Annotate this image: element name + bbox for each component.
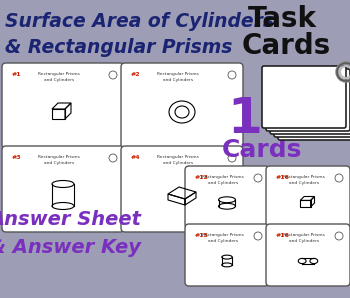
FancyBboxPatch shape <box>2 63 124 149</box>
Text: and Cylinders: and Cylinders <box>44 78 74 82</box>
Circle shape <box>254 174 262 182</box>
FancyBboxPatch shape <box>185 224 269 286</box>
FancyBboxPatch shape <box>278 78 350 140</box>
Text: #4: #4 <box>131 155 141 160</box>
Text: Surface Area of Cylinders: Surface Area of Cylinders <box>5 12 274 31</box>
Text: #16: #16 <box>276 175 290 180</box>
FancyBboxPatch shape <box>121 146 243 232</box>
Text: Rectangular Prisms: Rectangular Prisms <box>157 72 199 76</box>
FancyBboxPatch shape <box>2 146 124 232</box>
Text: and Cylinders: and Cylinders <box>208 239 238 243</box>
Text: Cards: Cards <box>242 32 331 60</box>
Text: #1: #1 <box>12 72 22 77</box>
Text: Answer Sheet: Answer Sheet <box>0 210 141 229</box>
Text: & Rectangular Prisms: & Rectangular Prisms <box>5 38 232 57</box>
FancyBboxPatch shape <box>262 66 346 128</box>
Text: and Cylinders: and Cylinders <box>289 181 319 185</box>
Circle shape <box>335 232 343 240</box>
Text: #13: #13 <box>195 175 209 180</box>
FancyBboxPatch shape <box>266 166 350 228</box>
FancyBboxPatch shape <box>274 75 350 137</box>
Text: and Cylinders: and Cylinders <box>163 78 193 82</box>
Text: Task: Task <box>248 5 317 33</box>
Text: Cards: Cards <box>222 138 302 162</box>
Text: #3: #3 <box>12 155 22 160</box>
Circle shape <box>109 71 117 79</box>
Circle shape <box>228 71 236 79</box>
Text: Rectangular Prisms: Rectangular Prisms <box>38 155 80 159</box>
FancyBboxPatch shape <box>266 69 350 131</box>
Circle shape <box>228 154 236 162</box>
Text: Rectangular Prisms: Rectangular Prisms <box>38 72 80 76</box>
Text: #2: #2 <box>131 72 141 77</box>
Text: 16: 16 <box>227 95 297 143</box>
Text: #15: #15 <box>195 233 209 238</box>
Text: & Answer Key: & Answer Key <box>0 238 141 257</box>
Text: #16: #16 <box>276 233 290 238</box>
Circle shape <box>254 232 262 240</box>
Text: Rectangular Prisms: Rectangular Prisms <box>283 233 325 237</box>
Circle shape <box>335 174 343 182</box>
FancyBboxPatch shape <box>266 224 350 286</box>
Text: Rectangular Prisms: Rectangular Prisms <box>157 155 199 159</box>
FancyBboxPatch shape <box>185 166 269 228</box>
Circle shape <box>109 154 117 162</box>
Text: Rectangular Prisms: Rectangular Prisms <box>202 233 244 237</box>
FancyBboxPatch shape <box>270 72 350 134</box>
Text: and Cylinders: and Cylinders <box>163 161 193 165</box>
Text: and Cylinders: and Cylinders <box>289 239 319 243</box>
Text: Rectangular Prisms: Rectangular Prisms <box>202 175 244 179</box>
Text: and Cylinders: and Cylinders <box>44 161 74 165</box>
Text: and Cylinders: and Cylinders <box>208 181 238 185</box>
FancyBboxPatch shape <box>121 63 243 149</box>
Text: Rectangular Prisms: Rectangular Prisms <box>283 175 325 179</box>
